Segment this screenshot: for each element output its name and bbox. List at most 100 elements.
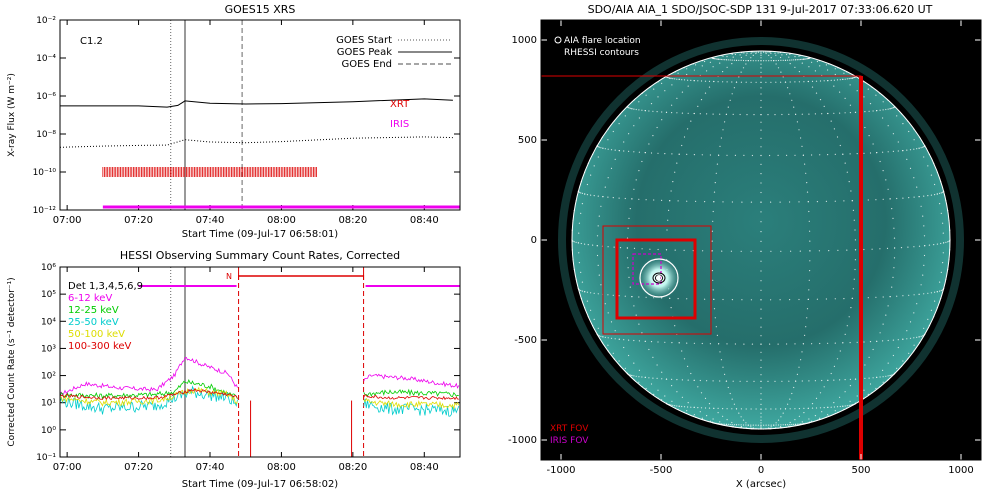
grid-dot-lon bbox=[827, 414, 829, 416]
grid-dot-lat bbox=[750, 81, 752, 83]
grid-dot-lat bbox=[717, 81, 719, 83]
grid-dot-lon bbox=[760, 67, 762, 69]
grid-dot-lat bbox=[572, 240, 574, 242]
grid-dot-lat bbox=[913, 246, 915, 248]
grid-dot-lat bbox=[709, 154, 712, 156]
grid-dot-lon bbox=[814, 70, 817, 72]
grid-dot-lon bbox=[648, 143, 650, 145]
grid-dot-lon bbox=[760, 422, 762, 424]
grid-dot-lon bbox=[760, 240, 762, 242]
grid-dot-lat bbox=[886, 247, 889, 249]
grid-dot-lon bbox=[706, 70, 708, 72]
limb-circle bbox=[571, 50, 951, 430]
grid-dot-lon bbox=[598, 215, 600, 217]
grid-dot-lon bbox=[653, 88, 655, 90]
grid-dot-lon bbox=[596, 245, 598, 247]
grid-dot-lat bbox=[635, 108, 637, 111]
grid-dot-lon bbox=[760, 51, 762, 53]
grid-dot-lon bbox=[681, 396, 684, 398]
grid-dot-lon bbox=[626, 237, 629, 239]
grid-dot-lon bbox=[671, 400, 673, 402]
grid-dot-lon bbox=[830, 120, 832, 122]
grid-dot-lon bbox=[614, 158, 616, 160]
aia-y-tick-label: -1000 bbox=[508, 435, 537, 446]
grid-dot-lon bbox=[745, 54, 747, 56]
hessi-panel: HESSI Observing Summary Count Rates, Cor… bbox=[7, 249, 461, 490]
goes-long-channel-line bbox=[60, 98, 453, 108]
grid-dot-lat bbox=[770, 408, 772, 410]
grid-dot-lat bbox=[882, 296, 884, 298]
grid-dot-lat bbox=[619, 247, 622, 249]
grid-dot-lat bbox=[724, 423, 726, 425]
hessi-axes: 07:00 07:20 07:40 08:00 08:20 08:40 10⁻¹ 10⁰ 10¹… bbox=[36, 263, 460, 473]
grid-dot-lon bbox=[578, 252, 580, 254]
grid-dot-lat bbox=[648, 377, 650, 379]
grid-dot-lat bbox=[721, 250, 723, 252]
grid-dot-lon bbox=[760, 289, 762, 291]
grid-dot-lat bbox=[702, 250, 704, 252]
grid-dot-lat bbox=[892, 107, 894, 109]
grid-dot-lon bbox=[869, 103, 872, 105]
grid-dot-lon bbox=[624, 115, 626, 117]
grid-dot-lon bbox=[777, 67, 780, 69]
grid-dot-lon bbox=[930, 174, 933, 176]
grid-dot-lat bbox=[816, 201, 819, 203]
grid-dot-lat bbox=[814, 113, 817, 115]
grid-dot-lat bbox=[610, 337, 613, 339]
grid-dot-lat bbox=[897, 150, 899, 152]
grid-dot-lat bbox=[839, 112, 841, 114]
grid-dot-lat bbox=[856, 341, 858, 343]
grid-dot-lon bbox=[722, 129, 724, 131]
grid-dot-lat bbox=[575, 241, 577, 243]
goes-annotation: C1.2 bbox=[80, 36, 103, 47]
grid-dot-lon bbox=[930, 309, 933, 311]
grid-dot-lat bbox=[801, 113, 803, 115]
grid-dot-lon bbox=[740, 56, 743, 59]
grid-dot-lon bbox=[868, 356, 870, 358]
grid-dot-lat bbox=[586, 194, 589, 196]
grid-dot-lon bbox=[760, 359, 762, 361]
grid-dot-lon bbox=[666, 229, 668, 231]
grid-dot-lon bbox=[850, 190, 852, 192]
grid-dot-lat bbox=[587, 244, 589, 246]
grid-dot-lon bbox=[760, 154, 762, 157]
grid-dot-lon bbox=[713, 201, 715, 203]
grid-dot-lat bbox=[699, 113, 701, 115]
grid-dot-lon bbox=[906, 330, 908, 332]
grid-dot-lon bbox=[760, 380, 762, 382]
grid-dot-lat bbox=[722, 81, 724, 83]
grid-dot-lon bbox=[854, 239, 857, 241]
grid-dot-lon bbox=[864, 126, 866, 129]
grid-dot-lon bbox=[889, 374, 891, 377]
grid-dot-lon bbox=[740, 71, 742, 73]
grid-dot-lon bbox=[674, 325, 676, 327]
goes-x-tick-label: 07:00 bbox=[53, 215, 82, 226]
grid-dot-lon bbox=[839, 396, 841, 398]
grid-dot-lat bbox=[798, 298, 800, 301]
grid-dot-lon bbox=[760, 412, 762, 414]
grid-dot-lon bbox=[876, 376, 878, 378]
grid-dot-lon bbox=[805, 326, 807, 328]
grid-dot-lon bbox=[760, 317, 762, 319]
grid-dot-lat bbox=[686, 200, 688, 202]
grid-dot-lat bbox=[686, 342, 688, 344]
grid-dot-lat bbox=[729, 423, 731, 426]
grid-dot-lon bbox=[725, 423, 728, 425]
grid-dot-lon bbox=[672, 181, 674, 183]
aia-y-tick-label: 0 bbox=[531, 235, 537, 246]
grid-dot-lon bbox=[602, 196, 604, 198]
flare-glow bbox=[637, 256, 681, 300]
hessi-y-tick-label: 10³ bbox=[41, 344, 56, 354]
grid-dot-lon bbox=[909, 321, 912, 323]
grid-dot-lon bbox=[706, 415, 708, 417]
grid-dot-lon bbox=[856, 395, 858, 397]
grid-dot-lat bbox=[612, 294, 614, 296]
grid-dot-lon bbox=[624, 367, 626, 369]
grid-dot-lat bbox=[825, 200, 828, 202]
grid-dot-lon bbox=[586, 300, 589, 302]
grid-dot-lat bbox=[716, 58, 719, 60]
grid-dot-lon bbox=[765, 52, 767, 55]
grid-dot-lon bbox=[913, 344, 915, 346]
grid-dot-lat bbox=[922, 335, 924, 337]
grid-dot-lon bbox=[719, 145, 721, 147]
